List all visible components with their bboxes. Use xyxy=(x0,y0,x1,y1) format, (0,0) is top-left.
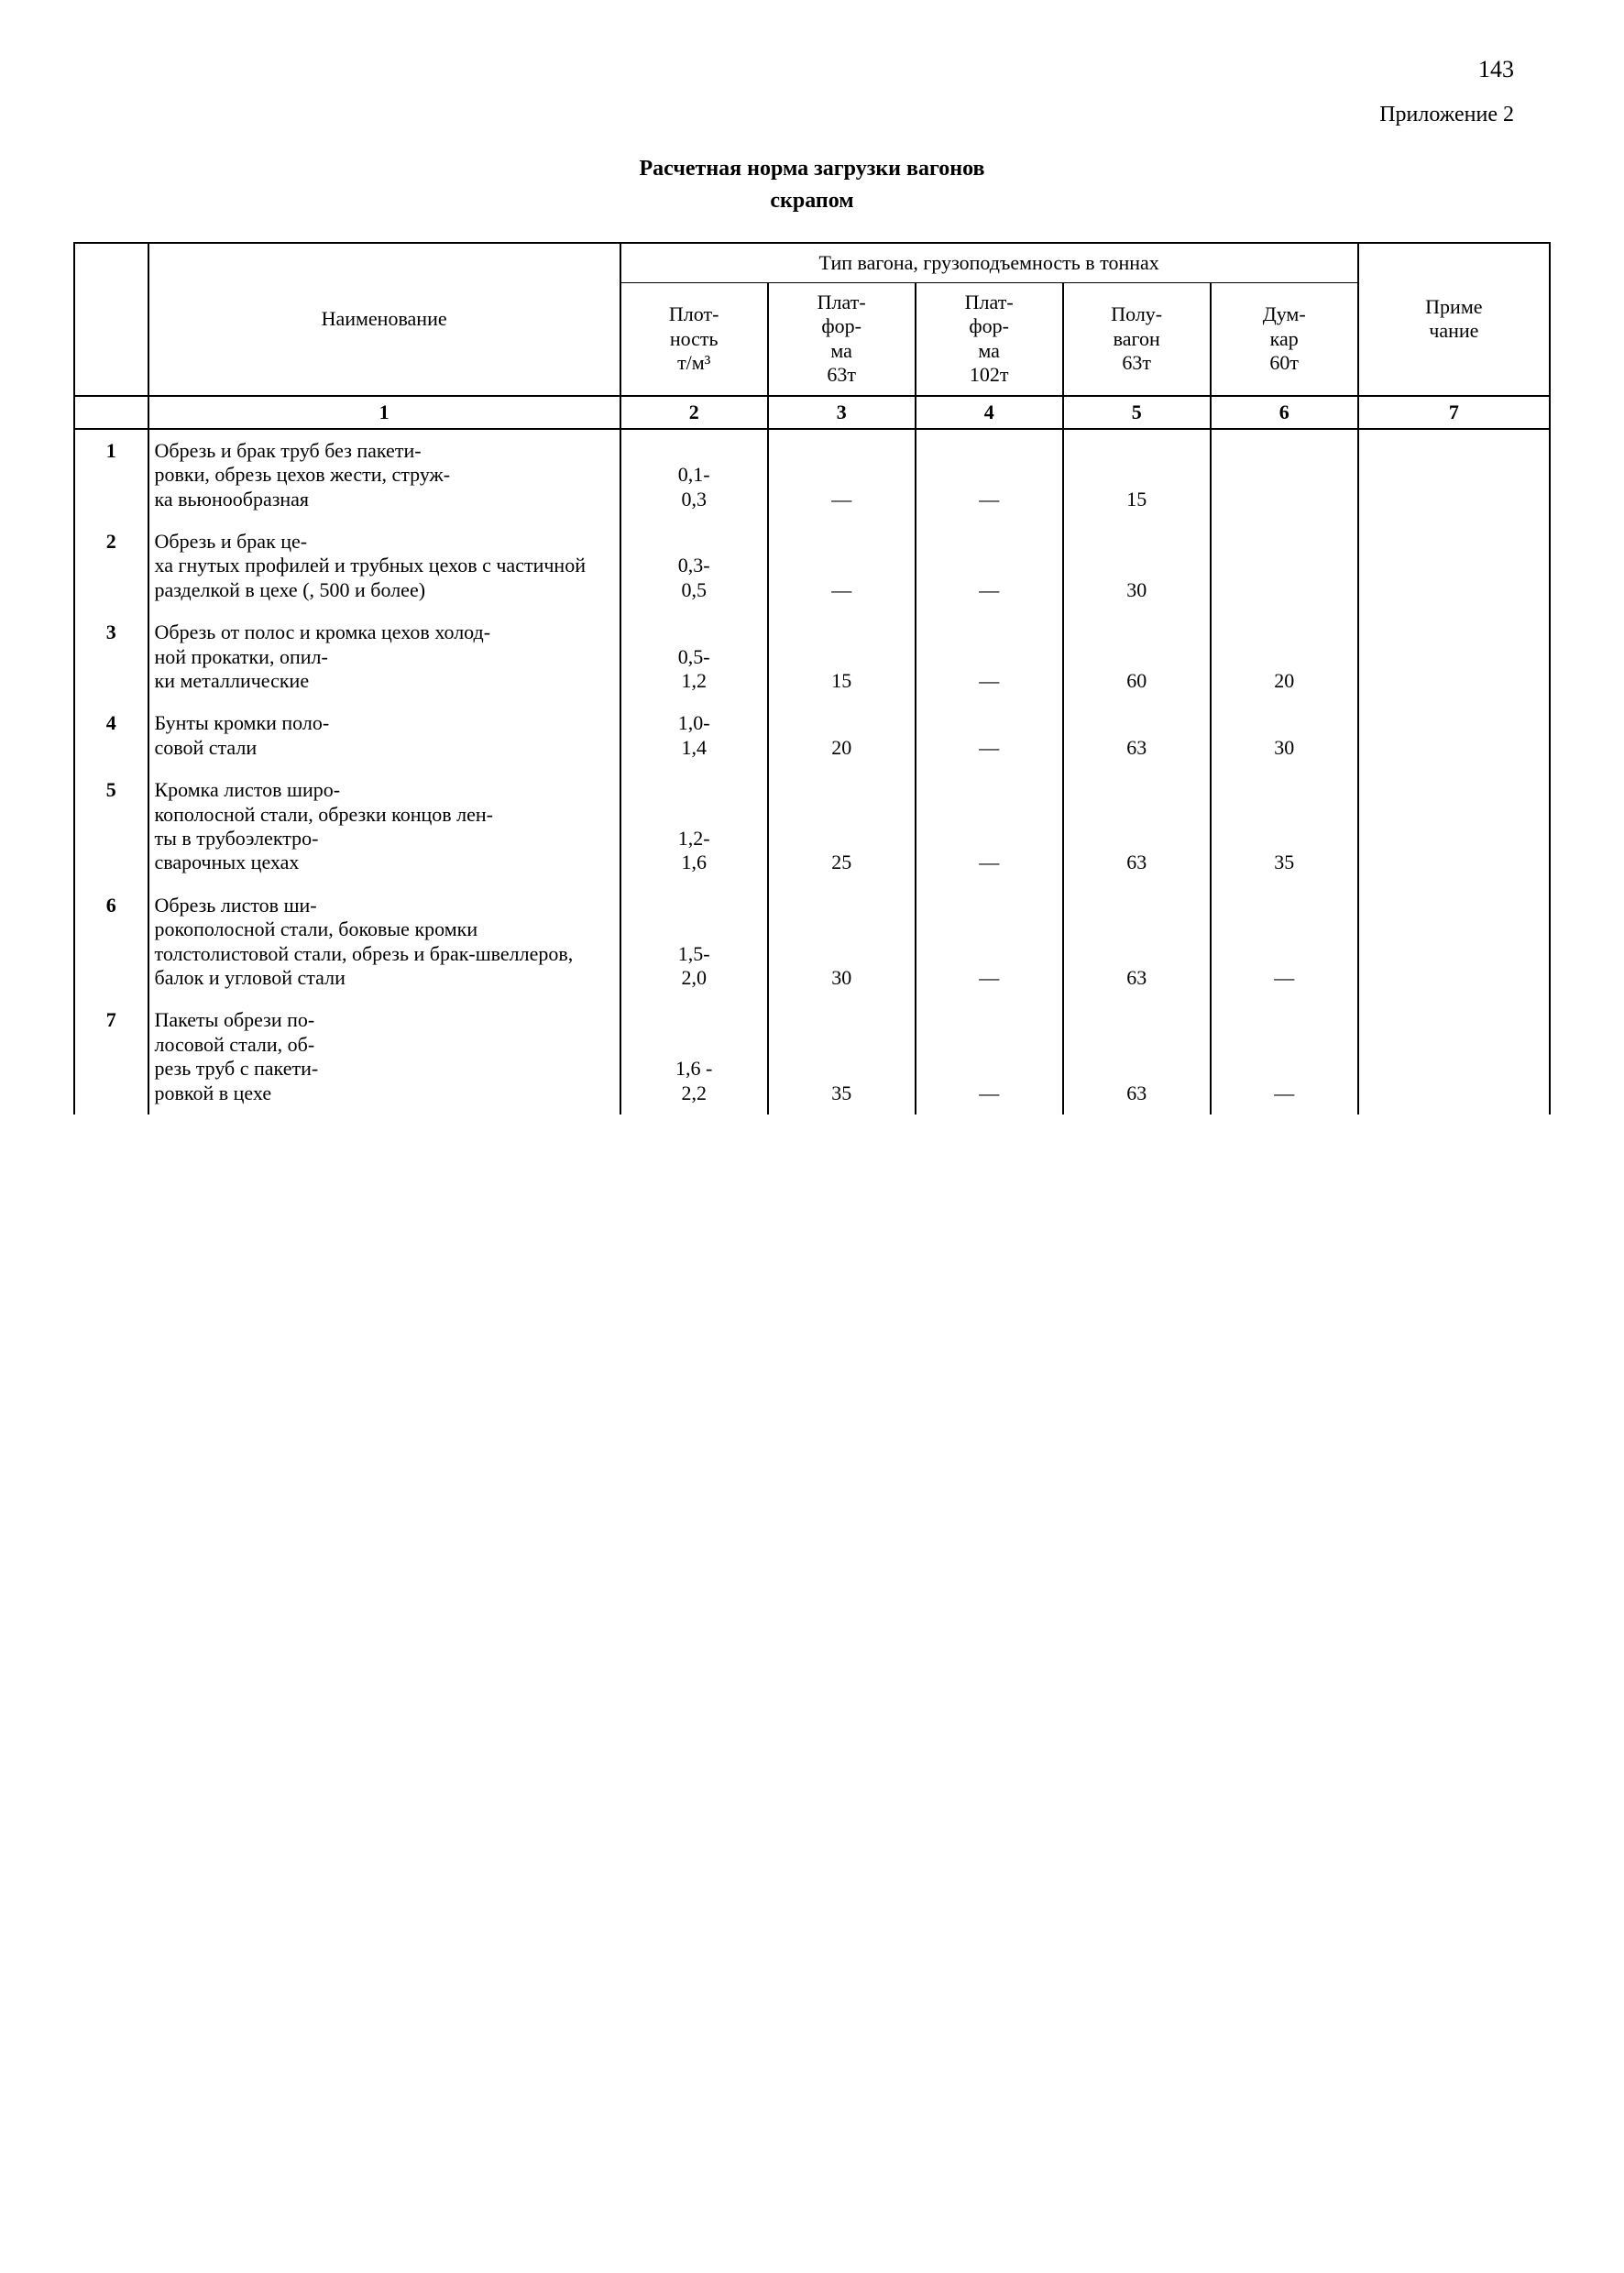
table-row: 4Бунты кромки поло- совой стали1,0- 1,42… xyxy=(74,702,1550,769)
row-note xyxy=(1358,429,1550,521)
row-platform63: 20 xyxy=(768,702,916,769)
row-note xyxy=(1358,611,1550,702)
row-platform102: — xyxy=(916,611,1063,702)
row-halfwagon: 60 xyxy=(1063,611,1211,702)
row-platform102: — xyxy=(916,521,1063,611)
row-num: 5 xyxy=(74,769,148,884)
header-blank xyxy=(74,243,148,396)
colnum-5: 5 xyxy=(1063,396,1211,429)
table-row: 3Обрезь от полос и кромка цехов холод- н… xyxy=(74,611,1550,702)
header-halfwagon: Полу- вагон 63т xyxy=(1063,282,1211,395)
row-halfwagon: 63 xyxy=(1063,769,1211,884)
row-name: Обрезь и брак труб без пакети- ровки, об… xyxy=(148,429,620,521)
page-number: 143 xyxy=(73,55,1551,83)
row-num: 4 xyxy=(74,702,148,769)
colnum-0 xyxy=(74,396,148,429)
title-line2: скрапом xyxy=(73,188,1551,214)
row-dumpcar: — xyxy=(1211,884,1358,1000)
row-name: Кромка листов широ- кополосной стали, об… xyxy=(148,769,620,884)
row-num: 6 xyxy=(74,884,148,1000)
row-note xyxy=(1358,999,1550,1115)
table-body: 1Обрезь и брак труб без пакети- ровки, о… xyxy=(74,429,1550,1115)
row-platform102: — xyxy=(916,999,1063,1115)
row-density: 0,5- 1,2 xyxy=(620,611,768,702)
row-num: 2 xyxy=(74,521,148,611)
row-note xyxy=(1358,884,1550,1000)
header-name: Наименование xyxy=(148,243,620,396)
row-density: 0,1- 0,3 xyxy=(620,429,768,521)
row-platform102: — xyxy=(916,884,1063,1000)
row-platform63: 15 xyxy=(768,611,916,702)
header-dumpcar: Дум- кар 60т xyxy=(1211,282,1358,395)
colnum-1: 1 xyxy=(148,396,620,429)
colnum-3: 3 xyxy=(768,396,916,429)
row-halfwagon: 63 xyxy=(1063,999,1211,1115)
row-platform102: — xyxy=(916,769,1063,884)
row-dumpcar: 30 xyxy=(1211,702,1358,769)
row-platform63: — xyxy=(768,429,916,521)
row-platform63: 35 xyxy=(768,999,916,1115)
title-line1: Расчетная норма загрузки вагонов xyxy=(73,156,1551,182)
header-density: Плот- ность т/м³ xyxy=(620,282,768,395)
row-density: 1,6 - 2,2 xyxy=(620,999,768,1115)
row-dumpcar xyxy=(1211,521,1358,611)
row-platform63: 30 xyxy=(768,884,916,1000)
row-density: 1,5- 2,0 xyxy=(620,884,768,1000)
row-density: 1,0- 1,4 xyxy=(620,702,768,769)
row-halfwagon: 30 xyxy=(1063,521,1211,611)
appendix-label: Приложение 2 xyxy=(73,102,1551,128)
table-row: 7Пакеты обрези по- лосовой стали, об- ре… xyxy=(74,999,1550,1115)
colnum-6: 6 xyxy=(1211,396,1358,429)
header-wagon-group: Тип вагона, грузоподъемность в тоннах xyxy=(620,243,1358,283)
table-row: 2Обрезь и брак це- ха гнутых профилей и … xyxy=(74,521,1550,611)
row-dumpcar xyxy=(1211,429,1358,521)
row-num: 1 xyxy=(74,429,148,521)
row-name: Обрезь листов ши- рокополосной стали, бо… xyxy=(148,884,620,1000)
row-dumpcar: 35 xyxy=(1211,769,1358,884)
header-note: Приме чание xyxy=(1358,243,1550,396)
row-halfwagon: 63 xyxy=(1063,702,1211,769)
row-note xyxy=(1358,702,1550,769)
row-note xyxy=(1358,521,1550,611)
table-row: 5Кромка листов широ- кополосной стали, о… xyxy=(74,769,1550,884)
row-density: 0,3- 0,5 xyxy=(620,521,768,611)
data-table: Наименование Тип вагона, грузоподъемност… xyxy=(73,242,1551,1115)
row-dumpcar: — xyxy=(1211,999,1358,1115)
row-dumpcar: 20 xyxy=(1211,611,1358,702)
row-halfwagon: 63 xyxy=(1063,884,1211,1000)
row-platform63: — xyxy=(768,521,916,611)
row-density: 1,2- 1,6 xyxy=(620,769,768,884)
colnum-2: 2 xyxy=(620,396,768,429)
table-row: 6Обрезь листов ши- рокополосной стали, б… xyxy=(74,884,1550,1000)
colnum-4: 4 xyxy=(916,396,1063,429)
row-num: 7 xyxy=(74,999,148,1115)
row-halfwagon: 15 xyxy=(1063,429,1211,521)
table-row: 1Обрезь и брак труб без пакети- ровки, о… xyxy=(74,429,1550,521)
colnum-7: 7 xyxy=(1358,396,1550,429)
row-note xyxy=(1358,769,1550,884)
row-platform102: — xyxy=(916,702,1063,769)
row-name: Пакеты обрези по- лосовой стали, об- рез… xyxy=(148,999,620,1115)
row-name: Бунты кромки поло- совой стали xyxy=(148,702,620,769)
row-name: Обрезь и брак це- ха гнутых профилей и т… xyxy=(148,521,620,611)
row-name: Обрезь от полос и кромка цехов холод- но… xyxy=(148,611,620,702)
row-platform102: — xyxy=(916,429,1063,521)
row-num: 3 xyxy=(74,611,148,702)
header-platform102: Плат- фор- ма 102т xyxy=(916,282,1063,395)
header-platform63: Плат- фор- ма 63т xyxy=(768,282,916,395)
row-platform63: 25 xyxy=(768,769,916,884)
